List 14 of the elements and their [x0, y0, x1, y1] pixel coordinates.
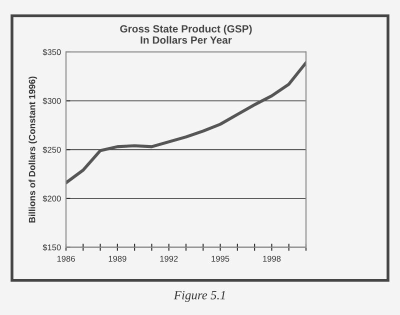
- x-tick-label: 1998: [263, 256, 281, 262]
- caption: Figure 5.1: [174, 290, 225, 302]
- y-tick-label: $250: [42, 146, 61, 154]
- line-series: [66, 61, 306, 184]
- x-tick-label: 1986: [57, 256, 75, 262]
- y-tick-label: $350: [42, 48, 61, 56]
- y-tick-label: $200: [42, 195, 61, 202]
- y-axis-title: Billions of Dollars (Constant 1996): [28, 76, 38, 223]
- x-tick-label: 1992: [160, 256, 178, 262]
- y-tick-label: $150: [42, 244, 61, 251]
- x-tick-label: 1995: [212, 256, 230, 262]
- y-tick-label: $300: [42, 98, 61, 104]
- x-tick-label: 1989: [108, 256, 126, 262]
- chart-title: Gross State Product (GSP) In Dollars Per Year: [120, 24, 252, 44]
